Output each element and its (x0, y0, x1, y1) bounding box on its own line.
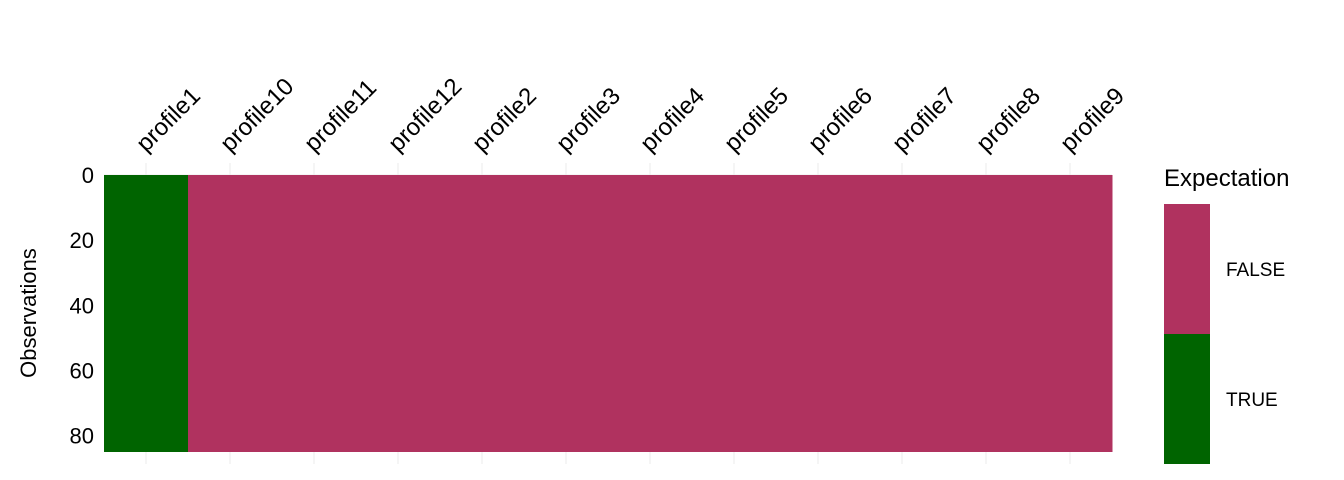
tile-profile10 (188, 175, 273, 452)
y-tick-label-0: 0 (82, 163, 94, 188)
x-tick-label-profile5: profile5 (719, 82, 794, 157)
tile-profile8 (944, 175, 1029, 452)
tile-profile6 (776, 175, 861, 452)
tile-profile1 (104, 175, 189, 452)
tile-profile7 (860, 175, 945, 452)
x-tick-label-profile12: profile12 (383, 73, 467, 157)
y-tick-label-40: 40 (70, 293, 94, 318)
tile-profile11 (272, 175, 357, 452)
y-tick-label-80: 80 (70, 424, 94, 449)
x-tick-label-profile8: profile8 (971, 82, 1046, 157)
x-tick-label-profile4: profile4 (635, 82, 710, 157)
tile-profile9 (1028, 175, 1113, 452)
tile-profile5 (692, 175, 777, 452)
x-tick-label-profile9: profile9 (1055, 82, 1130, 157)
tile-profile3 (524, 175, 609, 452)
legend-label-false: FALSE (1226, 260, 1285, 281)
heatmap-tiles (104, 175, 1113, 452)
tile-profile4 (608, 175, 693, 452)
legend: Expectation FALSE TRUE (1164, 165, 1289, 464)
legend-key-false (1164, 204, 1210, 334)
y-tick-labels: 0 20 40 60 80 (70, 163, 94, 449)
x-tick-label-profile2: profile2 (467, 82, 542, 157)
legend-key-true (1164, 334, 1210, 464)
x-tick-label-profile11: profile11 (299, 74, 382, 157)
legend-title: Expectation (1164, 165, 1289, 192)
x-tick-labels: profile1 profile10 profile11 profile12 profi… (131, 73, 1130, 157)
tile-profile12 (356, 175, 441, 452)
tile-profile2 (440, 175, 525, 452)
x-tick-label-profile7: profile7 (887, 82, 962, 157)
x-tick-label-profile6: profile6 (803, 82, 878, 157)
y-tick-label-20: 20 (70, 228, 94, 253)
y-axis-title: Observations (16, 248, 41, 378)
y-tick-label-60: 60 (70, 359, 94, 384)
x-tick-label-profile10: profile10 (215, 73, 299, 157)
x-tick-label-profile3: profile3 (551, 82, 626, 157)
x-tick-label-profile1: profile1 (131, 82, 206, 157)
legend-label-true: TRUE (1226, 390, 1278, 411)
